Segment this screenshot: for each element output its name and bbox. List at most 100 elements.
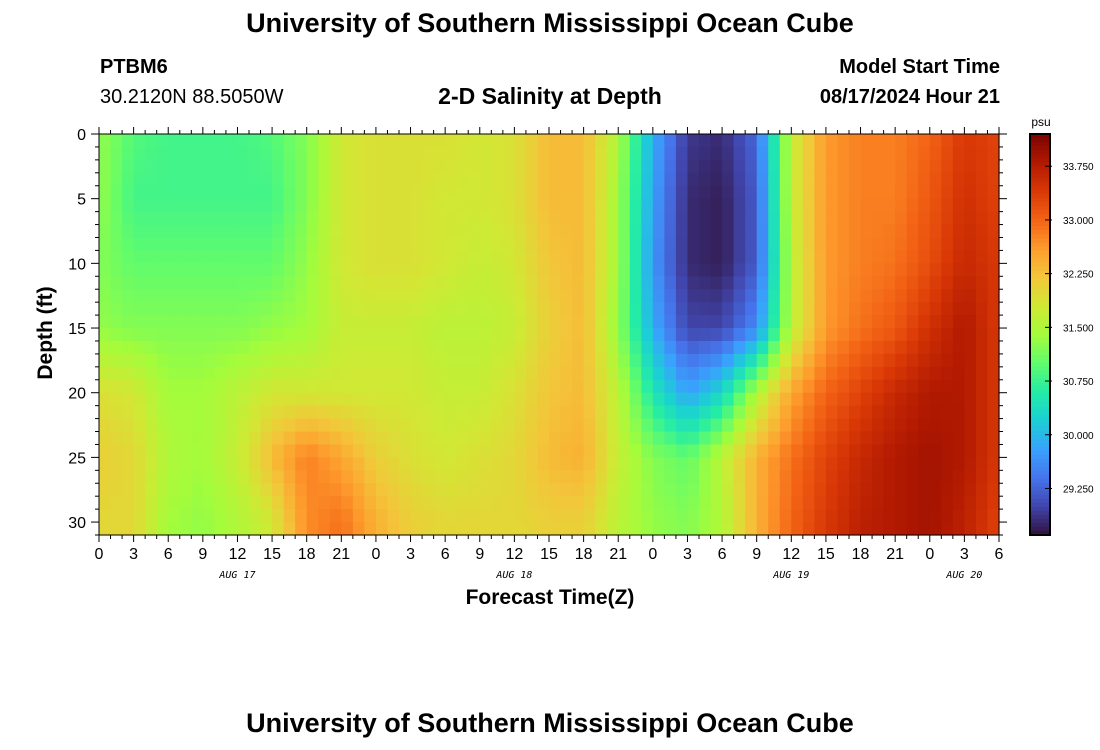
- heatmap-cell: [133, 483, 146, 497]
- heatmap-cell: [168, 224, 181, 239]
- heatmap-cell: [410, 315, 423, 329]
- heatmap-cell: [99, 483, 112, 497]
- heatmap-cell: [260, 405, 273, 420]
- heatmap-cell: [952, 496, 965, 510]
- heatmap-cell: [652, 250, 665, 264]
- heatmap-cell: [225, 185, 239, 200]
- heatmap-cell: [364, 366, 377, 381]
- heatmap-cell: [664, 483, 677, 497]
- heatmap-cell: [491, 224, 504, 239]
- heatmap-cell: [283, 211, 296, 226]
- heatmap-cell: [860, 470, 873, 484]
- heatmap-cell: [814, 379, 827, 394]
- heatmap-cell: [768, 159, 781, 174]
- heatmap-cell: [237, 509, 250, 523]
- heatmap-cell: [214, 211, 227, 226]
- heatmap-cell: [860, 379, 873, 394]
- heatmap-cell: [433, 172, 446, 187]
- heatmap-cell: [929, 379, 942, 394]
- heatmap-cell: [502, 509, 515, 523]
- heatmap-cell: [249, 328, 262, 342]
- heatmap-cell: [837, 289, 850, 303]
- heatmap-cell: [687, 392, 700, 407]
- heatmap-cell: [168, 496, 181, 510]
- heatmap-cell: [918, 146, 931, 161]
- x-tick-label: 6: [995, 546, 1004, 563]
- heatmap-cell: [975, 198, 989, 213]
- heatmap-cell: [329, 172, 342, 187]
- heatmap-cell: [214, 250, 227, 264]
- heatmap-cell: [849, 353, 862, 368]
- heatmap-cell: [272, 509, 285, 523]
- heatmap-cell: [941, 159, 954, 174]
- heatmap-cell: [410, 159, 423, 174]
- heatmap-cell: [906, 289, 919, 303]
- heatmap-cell: [895, 289, 908, 303]
- heatmap-cell: [179, 366, 192, 381]
- heatmap-cell: [99, 198, 112, 213]
- heatmap-cell: [306, 263, 319, 277]
- heatmap-cell: [710, 198, 723, 213]
- heatmap-cell: [745, 444, 758, 458]
- heatmap-cell: [306, 509, 319, 523]
- heatmap-cell: [133, 250, 146, 264]
- heatmap-cell: [675, 302, 689, 316]
- heatmap-cell: [849, 263, 862, 277]
- heatmap-cell: [675, 146, 689, 161]
- heatmap-cell: [168, 353, 181, 368]
- heatmap-cell: [272, 405, 285, 420]
- heatmap-cell: [802, 302, 815, 316]
- heatmap-cell: [110, 250, 123, 264]
- heatmap-cell: [306, 146, 319, 161]
- heatmap-cell: [456, 198, 469, 213]
- heatmap-cell: [606, 328, 619, 342]
- heatmap-cell: [122, 263, 135, 277]
- heatmap-cell: [145, 211, 158, 226]
- heatmap-cell: [722, 237, 735, 252]
- heatmap-cell: [872, 185, 885, 200]
- heatmap-cell: [306, 134, 319, 148]
- heatmap-cell: [387, 379, 400, 394]
- heatmap-cell: [399, 522, 412, 536]
- heatmap-cell: [491, 159, 504, 174]
- heatmap-cell: [433, 263, 446, 277]
- heatmap-cell: [272, 185, 285, 200]
- heatmap-cell: [860, 444, 873, 458]
- heatmap-cell: [572, 392, 585, 407]
- heatmap-cell: [283, 470, 296, 484]
- heatmap-cell: [779, 522, 792, 536]
- heatmap-cell: [849, 509, 862, 523]
- heatmap-cell: [179, 198, 192, 213]
- heatmap-cell: [629, 405, 642, 420]
- heatmap-cell: [387, 483, 400, 497]
- heatmap-cell: [514, 405, 527, 420]
- heatmap-cell: [410, 392, 423, 407]
- heatmap-cell: [606, 172, 619, 187]
- heatmap-cell: [491, 172, 504, 187]
- heatmap-cell: [641, 366, 654, 381]
- heatmap-cell: [606, 263, 619, 277]
- heatmap-cell: [779, 418, 792, 433]
- heatmap-cell: [306, 444, 319, 458]
- heatmap-cell: [387, 185, 400, 200]
- heatmap-cell: [975, 418, 989, 433]
- heatmap-cell: [802, 457, 815, 471]
- heatmap-cell: [964, 379, 977, 394]
- heatmap-cell: [779, 483, 792, 497]
- heatmap-cell: [329, 134, 342, 148]
- heatmap-cell: [456, 315, 469, 329]
- heatmap-cell: [514, 457, 527, 471]
- heatmap-cell: [756, 444, 769, 458]
- heatmap-cell: [687, 405, 700, 420]
- colorbar-segment: [1030, 206, 1050, 211]
- heatmap-cell: [595, 483, 608, 497]
- heatmap-cell: [260, 237, 273, 252]
- heatmap-cell: [918, 431, 931, 446]
- heatmap-cell: [537, 146, 550, 161]
- heatmap-cell: [225, 146, 239, 161]
- heatmap-cell: [906, 134, 919, 148]
- heatmap-cell: [260, 224, 273, 239]
- heatmap-cell: [502, 418, 515, 433]
- heatmap-cell: [641, 444, 654, 458]
- heatmap-cell: [849, 185, 862, 200]
